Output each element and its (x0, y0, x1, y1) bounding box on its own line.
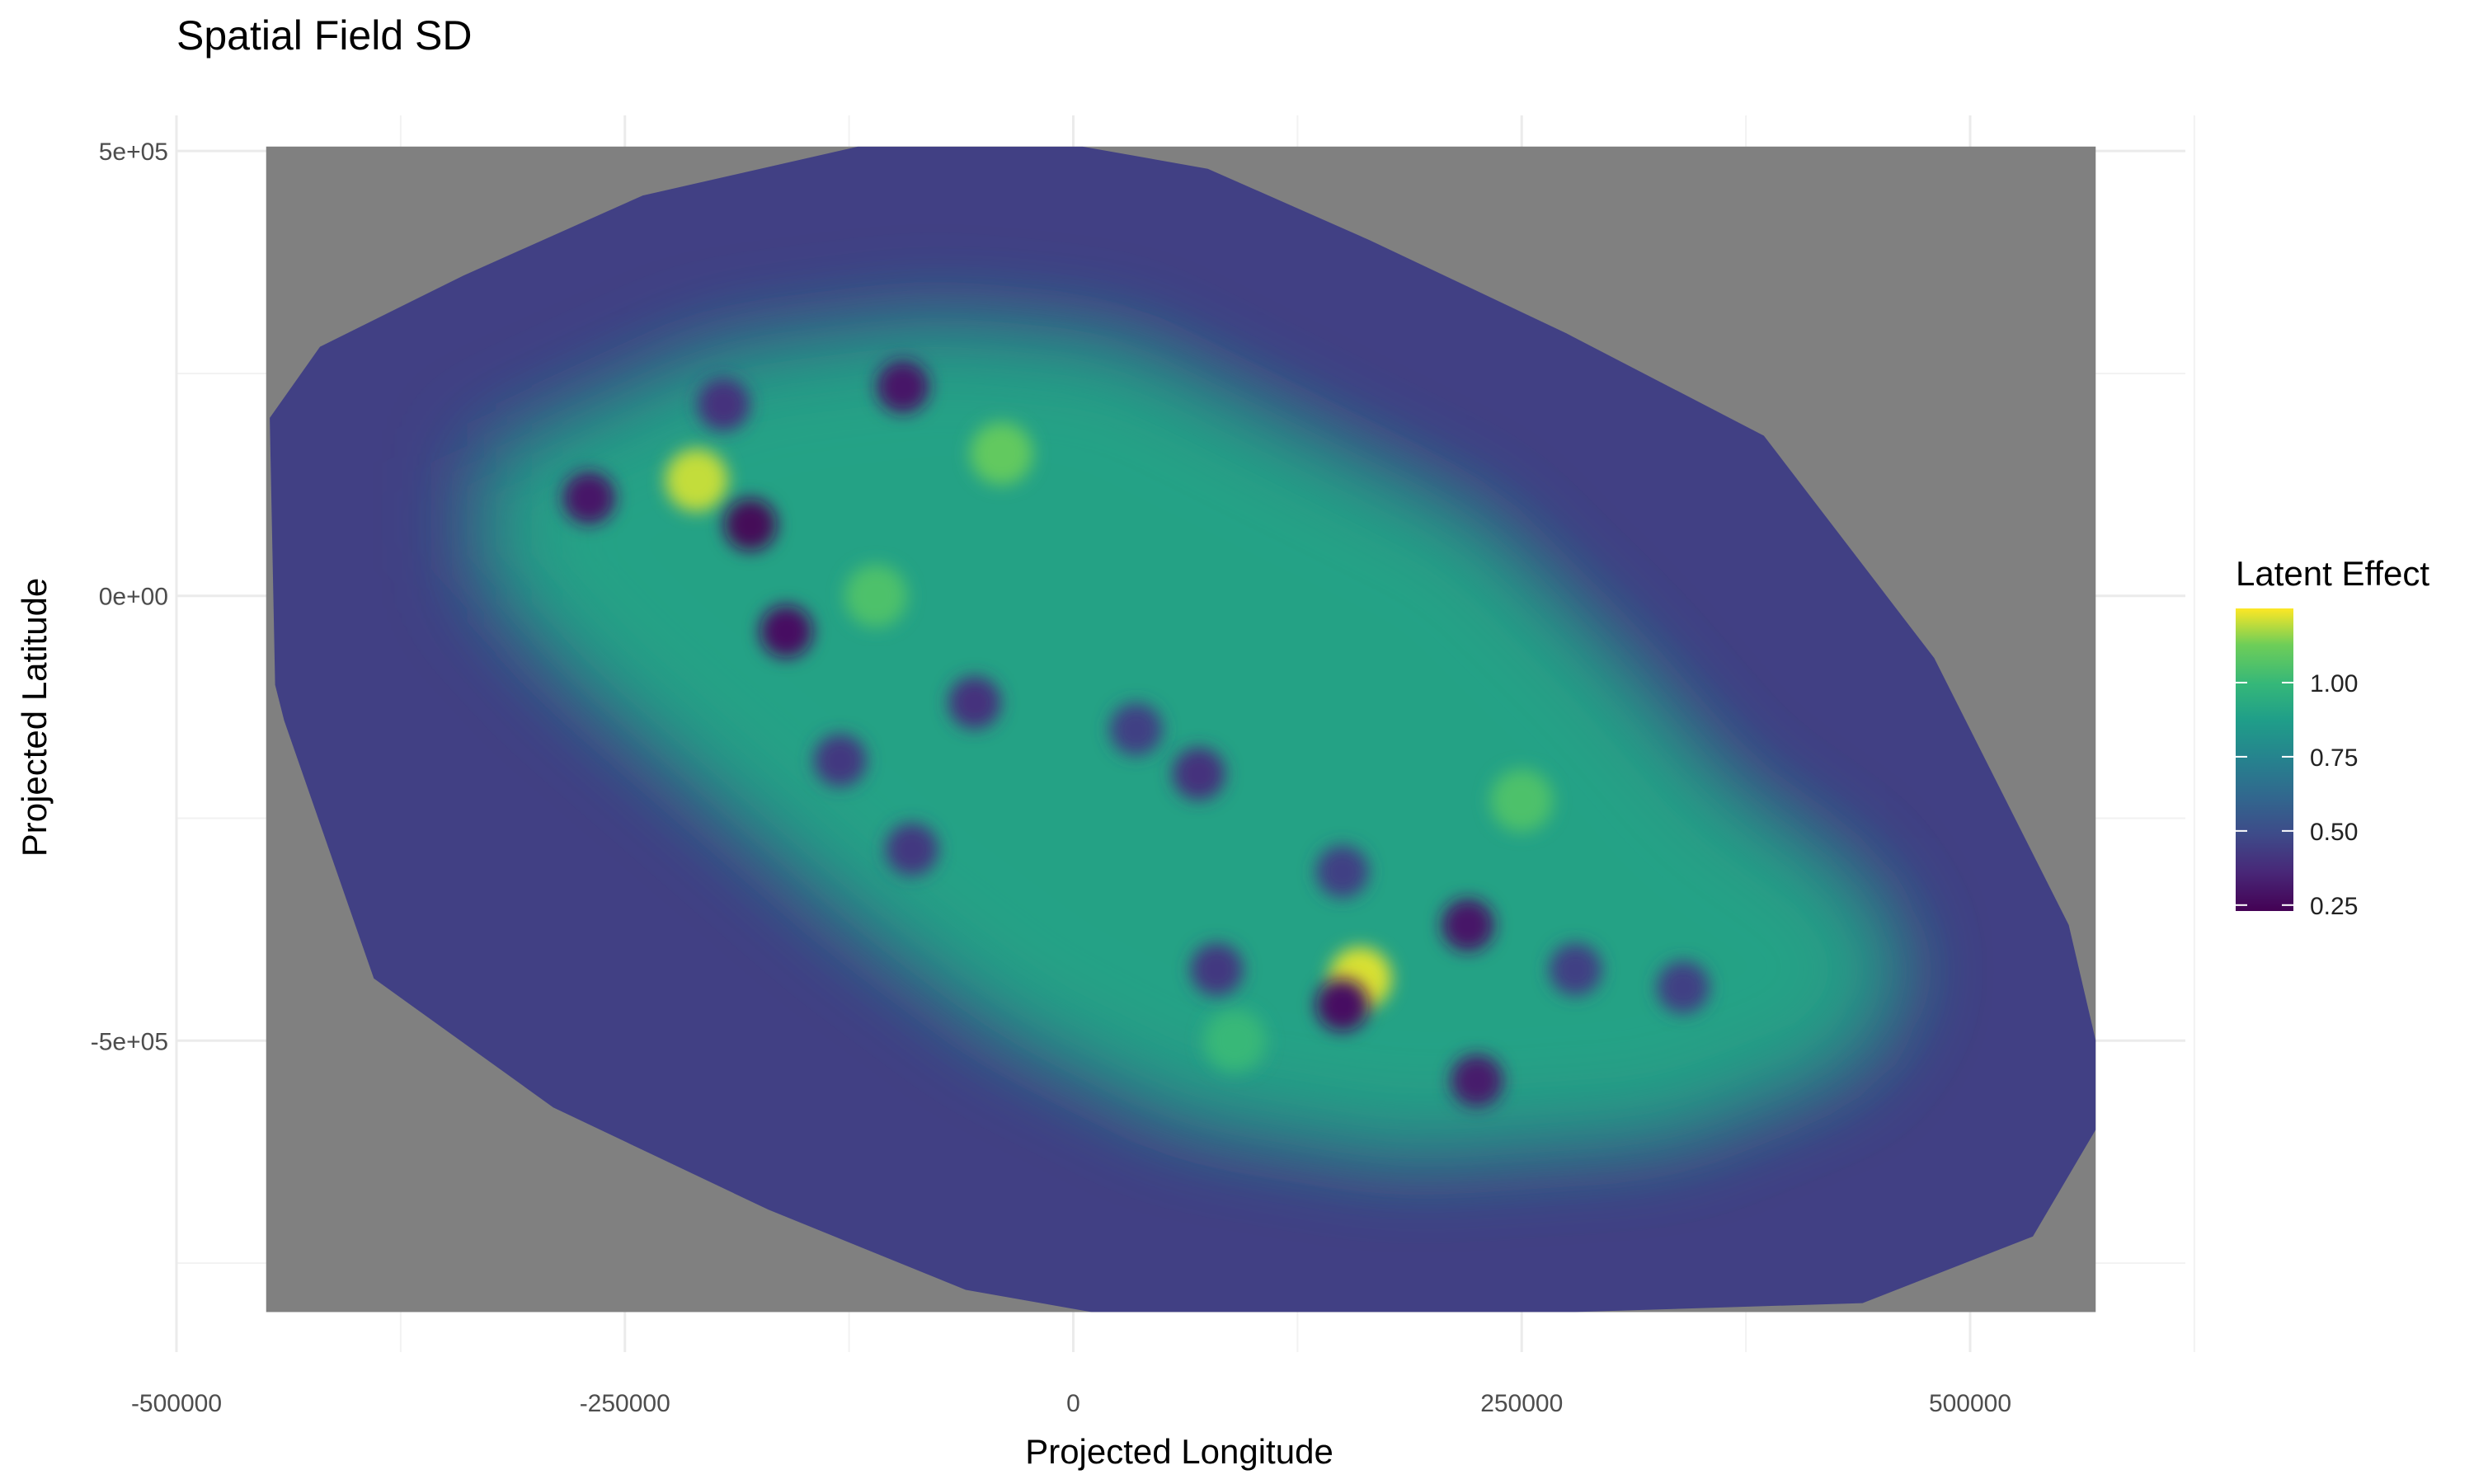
low-spot (885, 823, 938, 876)
low-spot (1172, 747, 1225, 801)
x-tick-label: 500000 (1929, 1390, 2011, 1417)
bright-spot (665, 448, 728, 512)
bright-spot (970, 422, 1033, 486)
y-tick-label: -5e+05 (91, 1028, 168, 1055)
high-uncertainty-core (507, 340, 1903, 1147)
x-tick-label: 0 (1066, 1390, 1080, 1417)
low-spot (1549, 942, 1602, 996)
axis-ticks: -500000 -250000 0 250000 500000 5e+05 0e+00 -5e… (91, 139, 2011, 1417)
legend-colorbar (2236, 608, 2293, 911)
legend-tick-label: 0.50 (2310, 819, 2358, 846)
y-tick-label: 5e+05 (99, 139, 168, 166)
legend-tick-label: 0.25 (2310, 893, 2358, 920)
legend-tick-label: 0.75 (2310, 744, 2358, 772)
low-spot (813, 734, 867, 787)
color-legend: Latent Effect 1.00 0.75 0.50 0.25 (2236, 554, 2429, 920)
low-spot (724, 498, 777, 552)
bright-spot (844, 564, 908, 627)
low-spot (1657, 960, 1710, 1014)
x-axis-title: Projected Longitude (1025, 1432, 1333, 1471)
x-tick-label: -500000 (131, 1390, 222, 1417)
low-spot (1190, 942, 1244, 996)
x-tick-label: -250000 (580, 1390, 670, 1417)
low-spot (948, 676, 1001, 730)
y-axis-title: Projected Latitude (15, 578, 54, 857)
low-spot (697, 378, 750, 431)
chart-title: Spatial Field SD (176, 12, 473, 59)
heatmap-raster (266, 146, 2096, 1313)
low-spot (1450, 1054, 1503, 1107)
low-spot (562, 472, 616, 525)
legend-tick-label: 1.00 (2310, 670, 2358, 697)
bright-spot (1203, 1009, 1267, 1073)
x-tick-label: 250000 (1480, 1390, 1563, 1417)
low-spot (876, 360, 929, 414)
low-spot (760, 604, 813, 658)
bright-spot (1490, 768, 1554, 832)
low-spot (1442, 899, 1494, 952)
legend-title: Latent Effect (2236, 554, 2429, 593)
low-spot (1109, 702, 1163, 756)
low-spot (1315, 979, 1369, 1032)
y-tick-label: 0e+00 (99, 584, 168, 611)
low-spot (1315, 845, 1369, 899)
